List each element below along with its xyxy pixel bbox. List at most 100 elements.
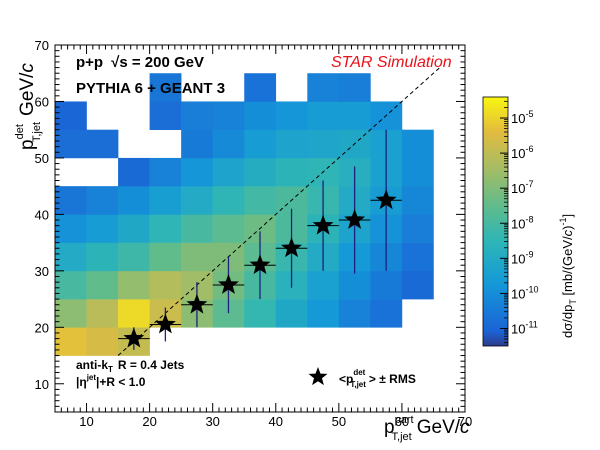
heatmap-cell — [401, 214, 434, 243]
heatmap-cell — [212, 157, 245, 187]
legend: <pdet T,jet > ± RMS — [308, 367, 416, 389]
heatmap-cell — [275, 299, 308, 328]
legend-entry-label: <pdet T,jet > ± RMS — [339, 368, 416, 389]
x-tick-label: 10 — [79, 414, 93, 429]
heatmap-cell — [55, 186, 87, 215]
heatmap-cell — [118, 186, 150, 215]
z-axis-title: dσ/dpT [mb/(GeV/c)-1] — [558, 214, 578, 338]
heatmap-cell — [401, 129, 434, 159]
heatmap-cell — [149, 186, 182, 215]
x-tick-label: 40 — [269, 414, 283, 429]
x-tick-label: 70 — [458, 414, 472, 429]
heatmap-cell — [212, 186, 245, 215]
y-tick-label: 30 — [35, 264, 49, 279]
x-tick-label: 50 — [332, 414, 346, 429]
heatmap-cell — [86, 129, 119, 159]
x-axis-title: ppart T,jet GeV/c — [384, 414, 470, 443]
heatmap-cell — [338, 270, 371, 300]
z-tick-label: 10-11 — [511, 319, 538, 336]
z-tick-label: 10-10 — [511, 284, 538, 301]
mean-star — [249, 254, 271, 275]
heatmap-cell — [55, 270, 87, 300]
heatmap-cell — [401, 242, 434, 272]
x-tick-label: 20 — [142, 414, 156, 429]
heatmap-cell — [118, 214, 150, 243]
heatmap-cell — [307, 299, 340, 328]
heatmap-cell — [338, 73, 371, 102]
z-tick-label: 10-5 — [511, 109, 533, 126]
y-tick-label: 50 — [35, 151, 49, 166]
y-tick-label: 60 — [35, 94, 49, 109]
y-tick-label: 40 — [35, 207, 49, 222]
heatmap-cell — [118, 299, 150, 328]
heatmap-cell — [307, 129, 340, 159]
heatmap-cell — [244, 73, 277, 102]
mean-star — [218, 273, 239, 294]
heatmap-cell — [86, 214, 119, 243]
heatmap-cell — [307, 73, 340, 102]
mean-star — [154, 313, 176, 334]
eta-cut-label: |ηjet|+R < 1.0 — [76, 373, 146, 389]
mean-markers — [123, 189, 397, 348]
y-tick-label: 20 — [35, 320, 49, 335]
jet-algo-label: anti-kT R = 0.4 Jets — [76, 358, 185, 374]
heatmap-cell — [149, 242, 182, 272]
heatmap-cell — [370, 270, 403, 300]
heatmap-cell — [275, 157, 308, 187]
heatmap-cell — [55, 242, 87, 272]
heatmap-cell — [118, 270, 150, 300]
heatmap-cell — [307, 270, 340, 300]
heatmap-cell — [86, 242, 119, 272]
y-tick-label: 10 — [35, 377, 49, 392]
heatmap-cells — [55, 73, 434, 356]
heatmap-cell — [86, 270, 119, 300]
heatmap-cell — [181, 101, 213, 130]
y-tick-label: 70 — [35, 38, 49, 53]
heatmap-cell — [244, 186, 277, 215]
mean-star — [281, 237, 302, 258]
heatmap-cell — [86, 327, 119, 356]
plot-frame — [54, 44, 466, 413]
heatmap-cell — [275, 101, 308, 130]
x-tick-label: 30 — [205, 414, 219, 429]
heatmap-cell — [86, 299, 119, 328]
heatmap-cell — [149, 157, 182, 187]
system-label: p+p √s = 200 GeV — [76, 54, 204, 71]
z-tick-label: 10-7 — [511, 179, 533, 196]
heatmap-cell — [55, 327, 87, 356]
color-bar-gradient — [482, 96, 509, 347]
experiment-tag: STAR Simulation — [331, 54, 452, 71]
heatmap-cell — [275, 129, 308, 159]
heatmap-cell — [307, 101, 340, 130]
z-tick-label: 10-6 — [511, 144, 533, 161]
y-ticks: 10 20 30 40 50 60 70 — [35, 38, 465, 413]
heatmap-cell — [149, 73, 182, 102]
heatmap-cell — [181, 129, 213, 159]
heatmap-cell — [244, 101, 277, 130]
heatmap-cell — [149, 101, 182, 130]
heatmap-cell — [401, 270, 434, 300]
mean-star — [375, 189, 397, 210]
heatmap-cell — [55, 101, 87, 130]
heatmap-cell — [149, 270, 182, 300]
heatmap-cell — [181, 214, 213, 243]
z-tick-label: 10-9 — [511, 249, 533, 266]
heatmap-cell — [244, 157, 277, 187]
heatmap-cell — [370, 299, 403, 328]
legend-star-marker — [308, 367, 328, 386]
heatmap-cell — [86, 186, 119, 215]
z-tick-label: 10-8 — [511, 214, 533, 231]
heatmap-cell — [338, 101, 371, 130]
heatmap-cell — [118, 242, 150, 272]
heatmap-cell — [149, 214, 182, 243]
heatmap-cell — [244, 129, 277, 159]
heatmap-cell — [181, 186, 213, 215]
diagonal-line — [117, 67, 441, 356]
mean-star — [123, 327, 145, 348]
x-ticks: 10 20 30 40 50 60 70 — [54, 45, 472, 429]
heatmap-cell — [181, 242, 213, 272]
heatmap-cell — [401, 186, 434, 215]
heatmap-cell — [118, 157, 150, 187]
heatmap-cell — [212, 101, 245, 130]
